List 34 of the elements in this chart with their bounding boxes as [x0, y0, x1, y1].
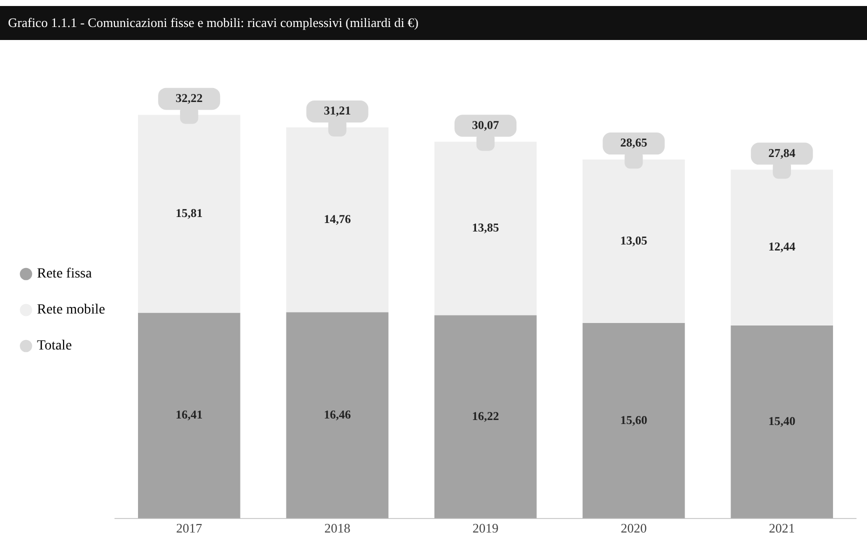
- data-label: 15,40: [768, 414, 796, 428]
- bar: [138, 312, 240, 518]
- data-label: 12,44: [768, 240, 796, 254]
- bar: [434, 142, 537, 316]
- legend-label: Rete mobile: [37, 302, 106, 318]
- x-tick-label: 2020: [620, 520, 647, 536]
- data-label: 14,76: [324, 212, 351, 226]
- x-tick-label: 2019: [472, 520, 499, 536]
- bar: [286, 127, 388, 312]
- bar: [582, 160, 685, 323]
- data-label: 13,05: [620, 233, 648, 248]
- data-label: 13,85: [472, 220, 500, 235]
- data-label: 16,22: [472, 408, 500, 423]
- bar: [730, 326, 834, 518]
- data-label: 30,07: [472, 118, 500, 132]
- data-label: 16,41: [176, 408, 203, 422]
- data-label: 16,46: [324, 407, 351, 422]
- header-banner: Grafico 1.1.1 - Comunicazioni fisse e mobili: ricavi complessivi (miliardi di €): [0, 6, 867, 40]
- legend-label: Rete fissa: [37, 266, 93, 282]
- bar: [582, 323, 685, 518]
- data-label: 31,21: [324, 104, 351, 118]
- bar: [434, 315, 537, 518]
- data-label: 27,84: [768, 146, 796, 160]
- x-tick-label: 2021: [768, 520, 795, 536]
- bar: [730, 170, 834, 326]
- legend-label: Totale: [37, 338, 72, 354]
- x-tick-label: 2017: [176, 520, 203, 536]
- data-label: 15,60: [620, 412, 648, 427]
- data-label: 28,65: [620, 136, 648, 150]
- x-tick-label: 2018: [324, 520, 350, 536]
- data-label: 32,22: [176, 90, 203, 105]
- bar: [286, 312, 388, 518]
- data-label: 15,81: [176, 206, 203, 220]
- bar: [138, 114, 240, 313]
